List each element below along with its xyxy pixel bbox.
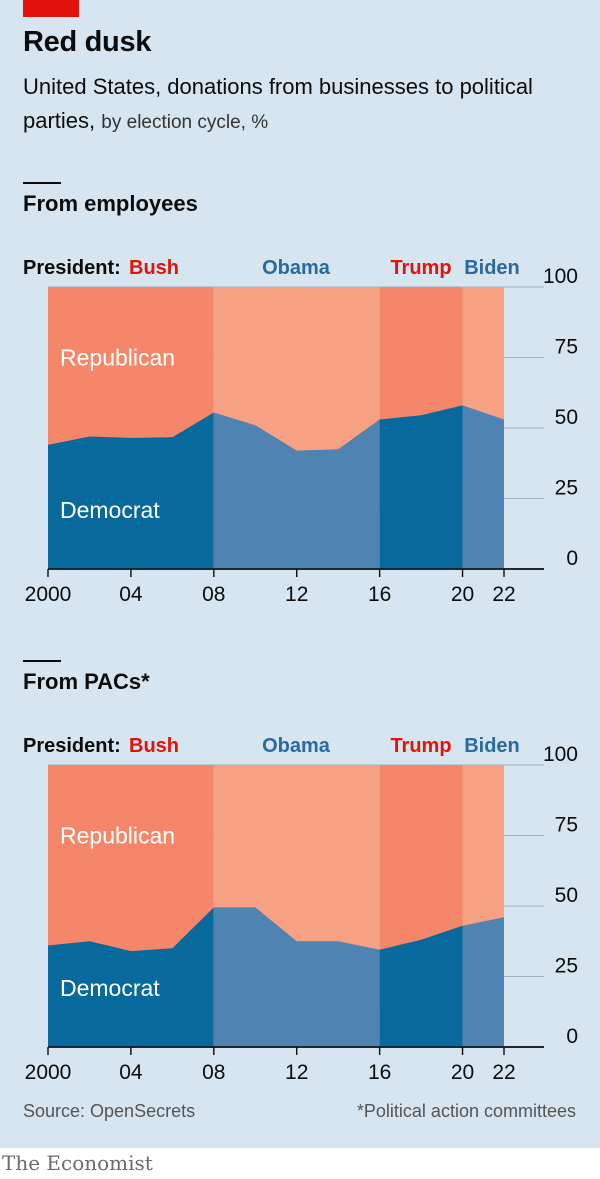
employees-chart: 0 25 50 75 100 2000 04 08 12 16 20 22 Republican Demo… <box>23 257 578 606</box>
series-label-republican: Republican <box>60 823 175 849</box>
panel-title-employees: From employees <box>23 191 198 216</box>
y-tick-label: 75 <box>555 814 578 837</box>
y-tick-label: 50 <box>555 884 578 907</box>
y-tick-label: 0 <box>566 1025 578 1048</box>
x-tick-label: 08 <box>202 1061 225 1084</box>
x-tick-label: 2000 <box>25 1061 72 1084</box>
chart-title: Red dusk <box>23 26 152 58</box>
x-tick-label: 20 <box>451 583 474 606</box>
y-tick-label: 0 <box>566 547 578 570</box>
president-label-biden: Biden <box>464 257 520 279</box>
brand-red-tab <box>23 0 79 17</box>
x-tick-label: 16 <box>368 583 391 606</box>
panel-title-pacs: From PACs* <box>23 669 150 694</box>
y-tick-label: 100 <box>543 265 578 288</box>
series-label-democrat: Democrat <box>60 497 160 523</box>
x-tick-label: 22 <box>492 1061 515 1084</box>
president-label-bush: Bush <box>129 735 179 757</box>
president-label-obama: Obama <box>262 735 331 757</box>
series-label-democrat: Democrat <box>60 975 160 1001</box>
panel-rule-employees <box>23 182 61 184</box>
democrat-area-biden <box>462 405 504 569</box>
x-tick-label: 22 <box>492 583 515 606</box>
democrat-area-bush <box>48 412 214 569</box>
x-tick-label: 04 <box>119 1061 143 1084</box>
president-label-bush: Bush <box>129 257 179 279</box>
chart-subtitle: United States, donations from businesses… <box>23 70 583 140</box>
x-tick-label: 16 <box>368 1061 391 1084</box>
x-tick-label: 2000 <box>25 583 72 606</box>
pacs-chart: 0 25 50 75 100 2000 04 08 12 16 20 22 Republican Demo… <box>23 735 578 1084</box>
y-tick-label: 50 <box>555 406 578 429</box>
democrat-area-obama <box>213 412 380 569</box>
chart-card: Red dusk United States, donations from b… <box>0 0 600 1148</box>
democrat-area-biden <box>462 917 504 1047</box>
y-tick-label: 75 <box>555 336 578 359</box>
x-tick-label: 12 <box>285 1061 308 1084</box>
y-tick-label: 100 <box>543 743 578 766</box>
president-label-biden: Biden <box>464 735 520 757</box>
x-tick-label: 12 <box>285 583 308 606</box>
president-prefix-label: President: <box>23 257 121 279</box>
democrat-area-trump <box>379 405 463 569</box>
president-label-trump: Trump <box>390 735 451 757</box>
y-tick-label: 25 <box>555 477 578 500</box>
democrat-area-trump <box>379 925 463 1047</box>
series-label-republican: Republican <box>60 345 175 371</box>
president-prefix-label: President: <box>23 735 121 757</box>
x-tick-label: 04 <box>119 583 143 606</box>
subtitle-main: United States, donations from businesses… <box>23 74 533 133</box>
brand-logo: The Economist <box>2 1151 153 1175</box>
source-note: Source: OpenSecrets <box>23 1101 196 1121</box>
x-tick-label: 08 <box>202 583 225 606</box>
democrat-area-bush <box>48 907 214 1047</box>
x-tick-label: 20 <box>451 1061 474 1084</box>
panel-rule-pacs <box>23 660 61 662</box>
democrat-area-obama <box>213 907 380 1047</box>
president-label-trump: Trump <box>390 257 451 279</box>
subtitle-unit: by election cycle, % <box>101 112 269 133</box>
y-tick-label: 25 <box>555 955 578 978</box>
footnote: *Political action committees <box>356 1101 576 1121</box>
president-label-obama: Obama <box>262 257 331 279</box>
